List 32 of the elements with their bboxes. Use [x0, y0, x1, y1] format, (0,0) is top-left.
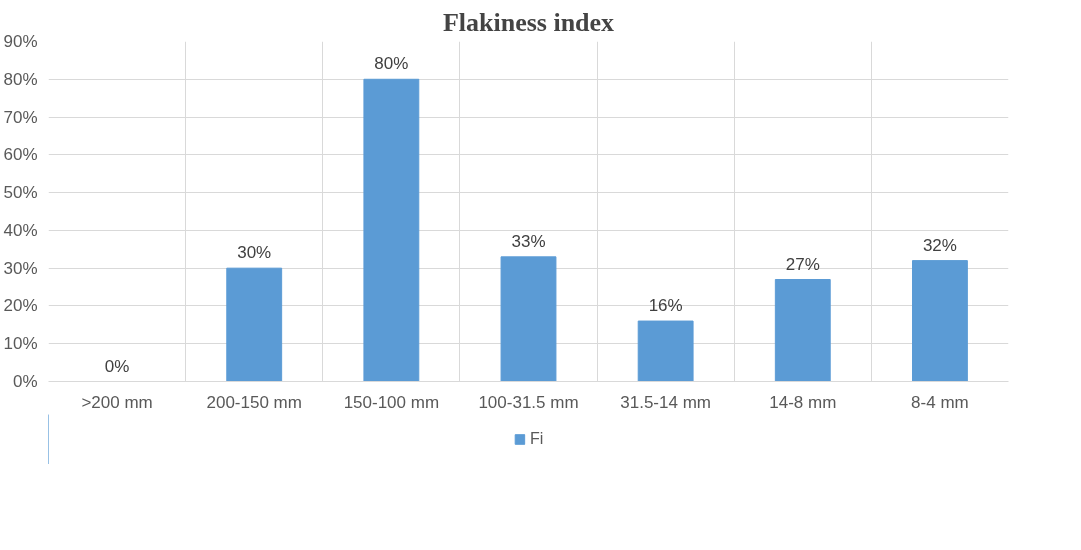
- y-tick-label: 80%: [3, 69, 38, 89]
- y-tick-label: 10%: [3, 334, 38, 354]
- data-label: 0%: [104, 356, 130, 376]
- y-tick-label: 20%: [3, 296, 38, 316]
- data-label: 32%: [922, 235, 957, 255]
- y-tick-label: 50%: [3, 183, 38, 203]
- x-tick-label: 14-8 mm: [769, 392, 837, 412]
- bar: [500, 256, 557, 382]
- bar: [637, 320, 694, 382]
- bar: [226, 267, 283, 382]
- x-tick-label: 8-4 mm: [911, 392, 969, 412]
- data-label: 30%: [237, 243, 272, 263]
- y-tick-label: 60%: [3, 145, 38, 165]
- legend-label: Fi: [530, 430, 545, 448]
- x-tick-label: 150-100 mm: [343, 392, 440, 412]
- data-label: 33%: [511, 231, 546, 251]
- y-tick-label: 0%: [12, 372, 38, 391]
- x-tick-label: >200 mm: [81, 392, 153, 412]
- x-tick-label: 200-150 mm: [206, 392, 302, 412]
- chart-title: Flakiness index: [442, 7, 615, 37]
- bar: [912, 260, 968, 382]
- y-tick-label: 40%: [3, 220, 38, 240]
- y-tick-label: 90%: [3, 32, 38, 51]
- bar: [774, 279, 831, 382]
- data-label: 80%: [374, 54, 409, 74]
- bar: [363, 78, 420, 382]
- y-tick-label: 30%: [3, 258, 38, 278]
- x-tick-label: 100-31.5 mm: [478, 392, 579, 412]
- data-label: 27%: [785, 254, 820, 274]
- x-tick-label: 31.5-14 mm: [620, 392, 711, 412]
- data-label: 16%: [648, 296, 683, 316]
- y-tick-label: 70%: [3, 107, 38, 127]
